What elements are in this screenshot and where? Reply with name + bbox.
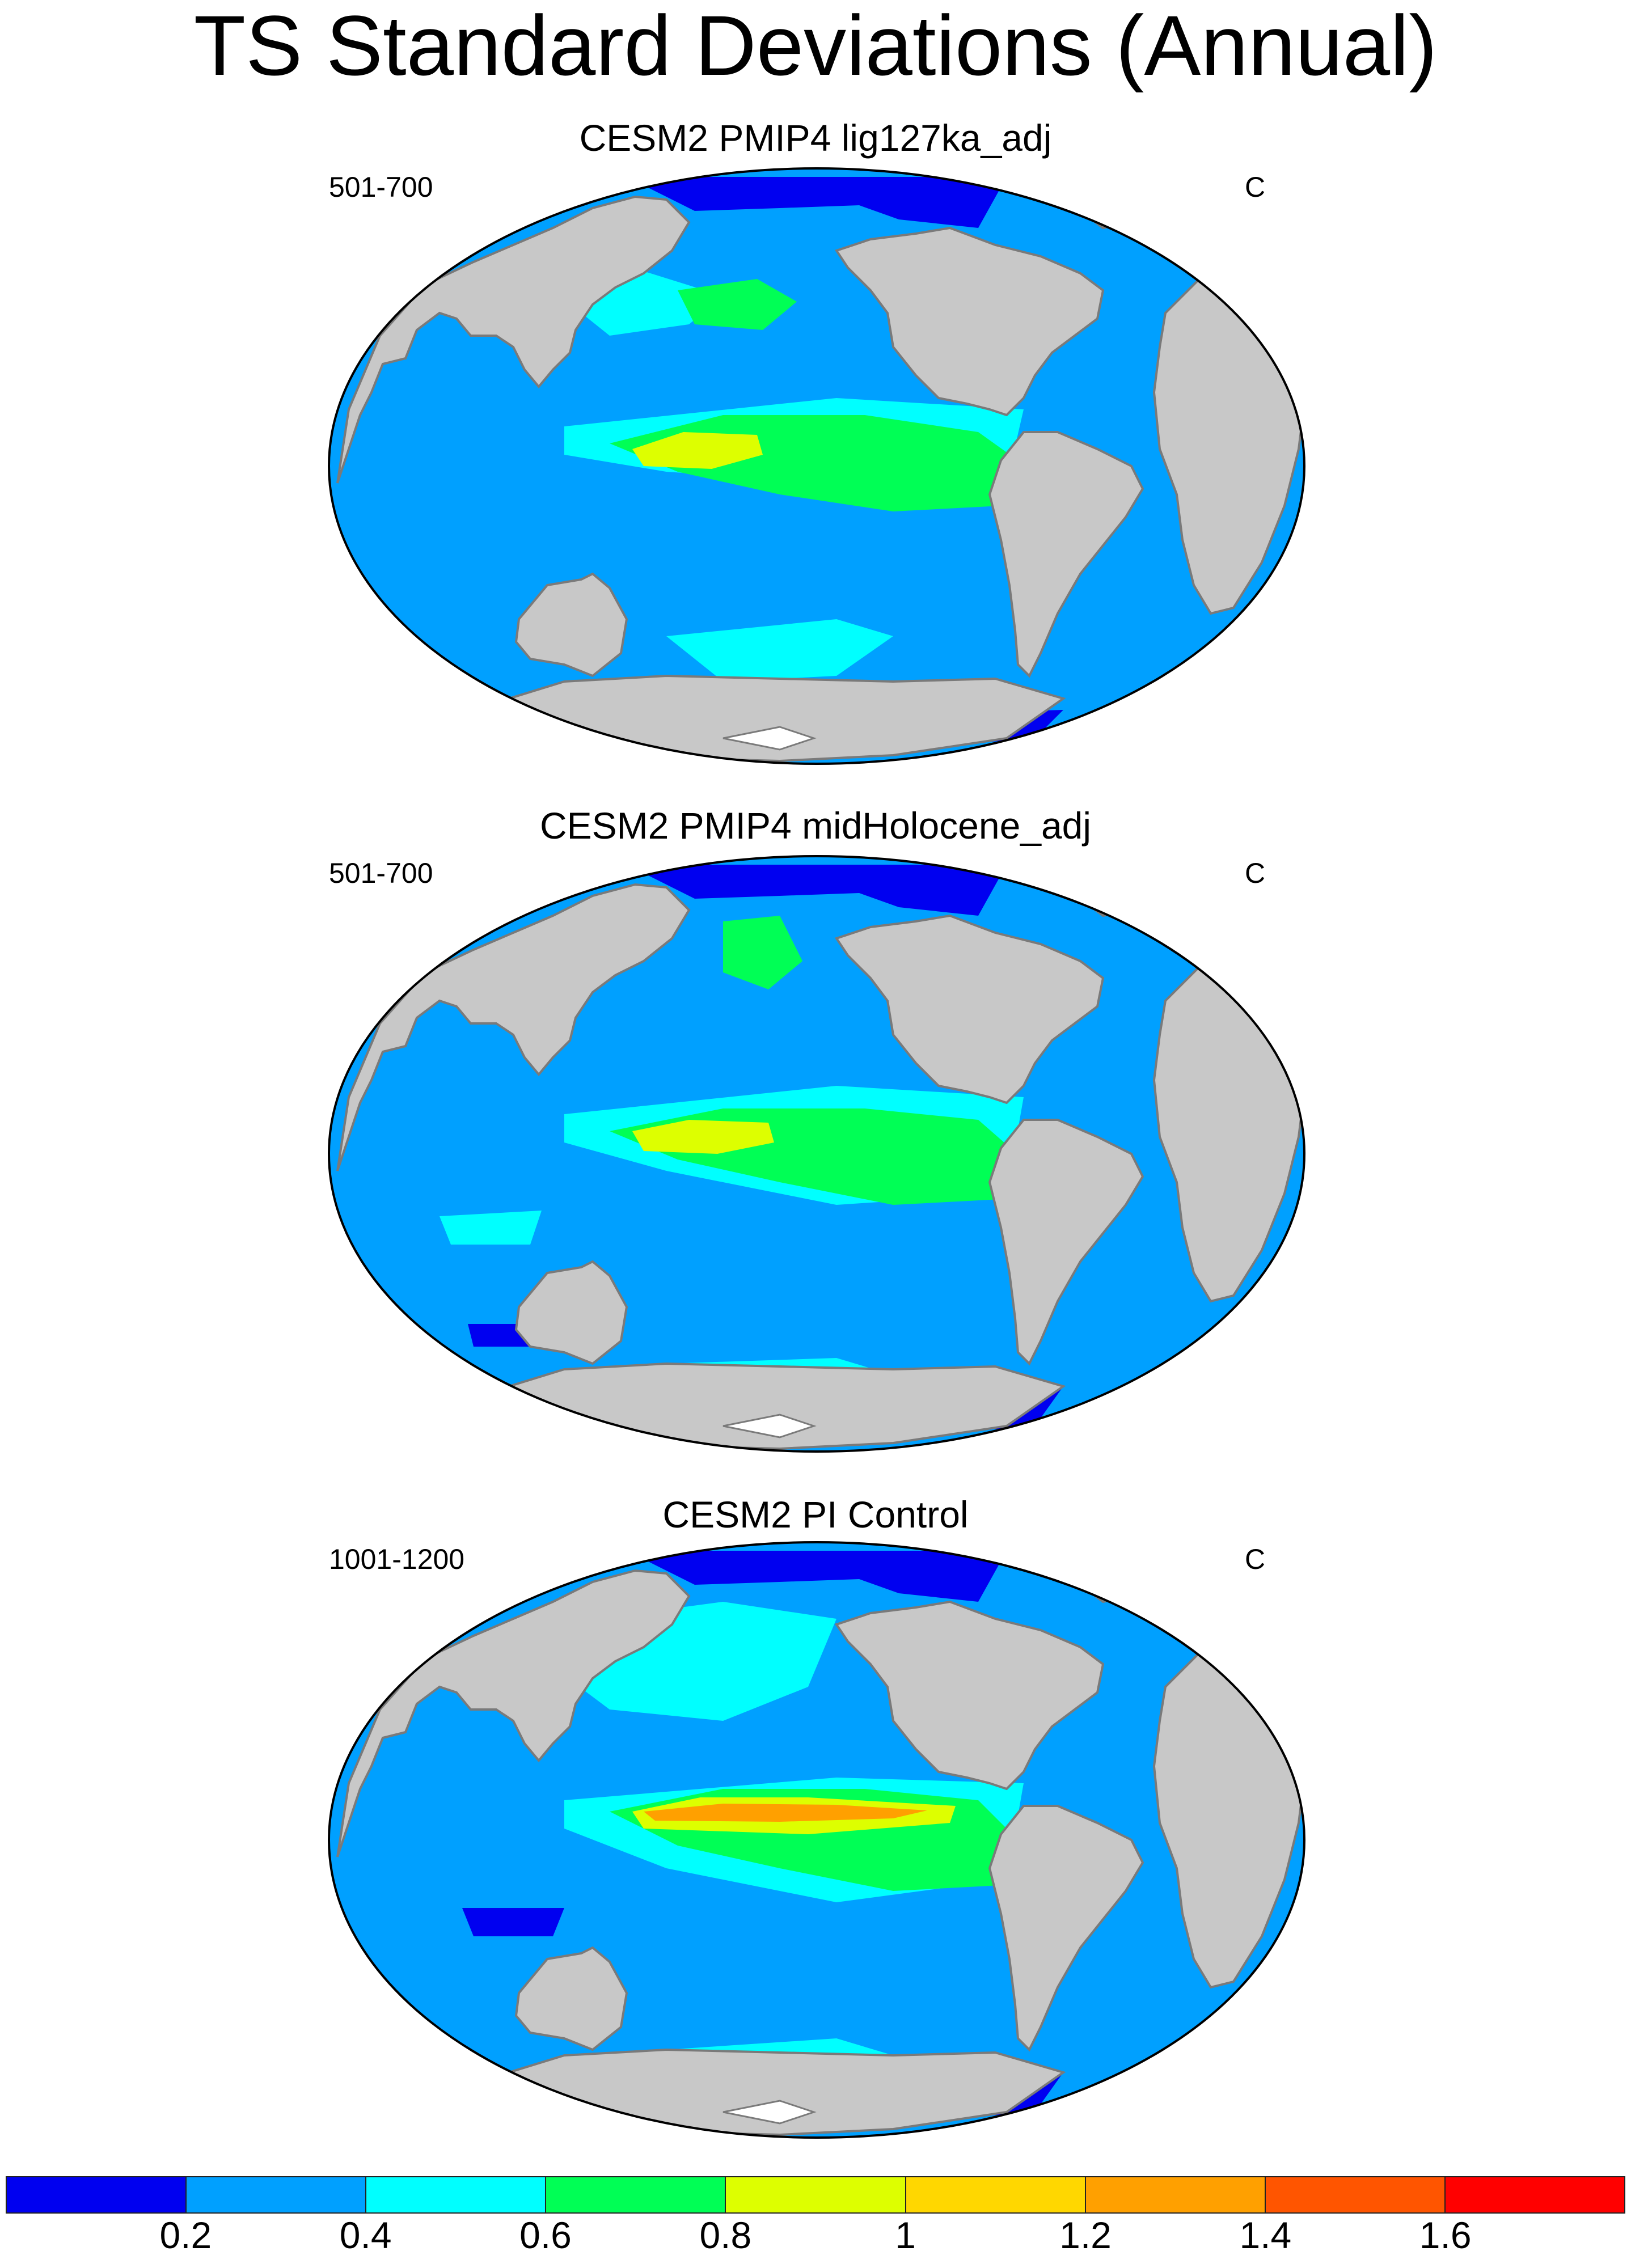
world-map-1: [328, 167, 1305, 765]
colorbar-swatch: [6, 2176, 187, 2214]
sst-contour-region: [644, 1804, 927, 1822]
panel-units-label: C: [1245, 857, 1266, 889]
world-map-3: [328, 1541, 1305, 2139]
land-mass: [336, 195, 691, 484]
sst-contour-region: [462, 1908, 564, 1936]
map-border: [328, 167, 1305, 765]
land-mass: [514, 572, 628, 678]
ice-shelf: [722, 2100, 817, 2125]
panel-years-label: 501-700: [329, 171, 433, 203]
land-mass: [988, 1805, 1144, 2052]
panel-years-label: 501-700: [329, 857, 433, 889]
sst-contour-region: [1160, 885, 1182, 927]
land-mass: [834, 1600, 1105, 1791]
land-mass: [988, 1119, 1144, 1366]
colorbar-swatch: [905, 2176, 1086, 2214]
land-mass: [336, 1569, 691, 1857]
colorbar-swatch: [1444, 2176, 1625, 2214]
colorbar-tick-label: 1.6: [1419, 2214, 1472, 2256]
panel-units-label: C: [1245, 1543, 1266, 1575]
sst-contour-region: [723, 916, 802, 989]
colorbar: [6, 2176, 1625, 2214]
colorbar-swatch: [365, 2176, 547, 2214]
land-mass: [514, 1946, 628, 2051]
panel-title: CESM2 PI Control: [662, 1493, 969, 1535]
map-border: [328, 1541, 1305, 2139]
colorbar-tick-label: 0.2: [159, 2214, 212, 2256]
colorbar-swatch: [545, 2176, 726, 2214]
colorbar-tick-label: 0.8: [699, 2214, 752, 2256]
ice-shelf: [722, 1414, 817, 1438]
colorbar-swatch: [725, 2176, 906, 2214]
land-mass: [336, 883, 691, 1171]
sst-contour-region: [632, 432, 763, 469]
colorbar-swatch: [1264, 2176, 1446, 2214]
sst-contour-region: [678, 279, 797, 330]
land-mass: [988, 431, 1144, 678]
sst-contour-region: [1160, 197, 1182, 239]
land-mass: [834, 914, 1105, 1105]
panel-units-label: C: [1245, 171, 1266, 203]
sst-contour-region: [1160, 1571, 1182, 1613]
colorbar-tick-label: 1: [895, 2214, 916, 2256]
colorbar-swatch: [1084, 2176, 1266, 2214]
sst-contour-region: [627, 865, 1007, 916]
colorbar-tick-label: 0.4: [339, 2214, 392, 2256]
sst-contour-region: [632, 1120, 774, 1154]
figure-title: TS Standard Deviations (Annual): [193, 0, 1438, 93]
colorbar-tick-label: 0.6: [519, 2214, 572, 2256]
sst-contour-region: [627, 177, 1007, 228]
sst-contour-region: [627, 1551, 1007, 1602]
colorbar-tick-label: 1.4: [1239, 2214, 1292, 2256]
sst-contour-region: [440, 1211, 542, 1245]
panel-title: CESM2 PMIP4 midHolocene_adj: [539, 805, 1092, 847]
world-map-2: [328, 855, 1305, 1453]
map-border: [328, 855, 1305, 1453]
panel-years-label: 1001-1200: [329, 1543, 465, 1575]
sst-contour-region: [666, 619, 893, 682]
land-mass: [834, 226, 1105, 417]
colorbar-swatch: [185, 2176, 367, 2214]
panel-title: CESM2 PMIP4 lig127ka_adj: [579, 117, 1052, 159]
land-mass: [514, 1260, 628, 1365]
colorbar-tick-label: 1.2: [1059, 2214, 1112, 2256]
ice-shelf: [722, 726, 817, 751]
